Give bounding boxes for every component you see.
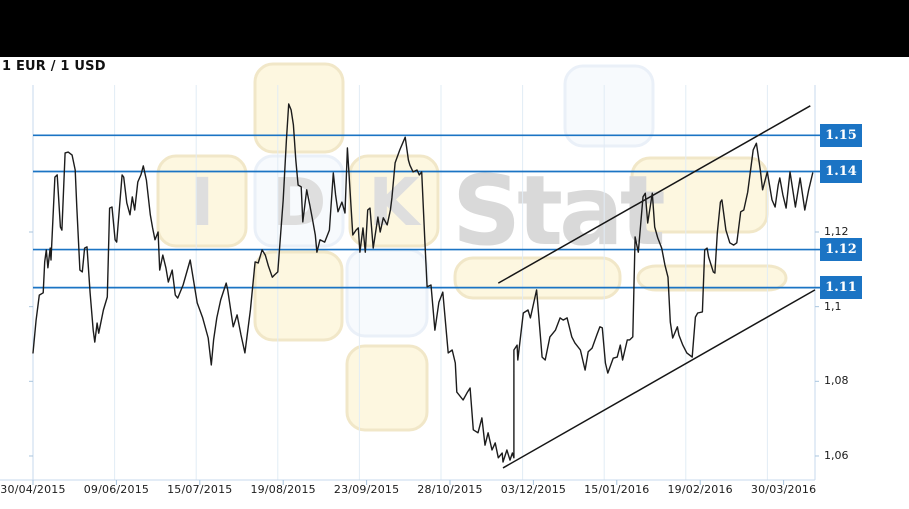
x-axis-date-label: 19/02/2016 [667, 483, 733, 496]
watermark-tile [253, 154, 345, 248]
top-black-bar [0, 0, 909, 57]
y-axis-tick-label: 1,06 [824, 448, 849, 462]
price-series-line [32, 103, 814, 463]
x-axis-date-label: 30/03/2016 [750, 483, 817, 496]
watermark-letter: D [272, 164, 327, 241]
watermark-letter: I [190, 164, 215, 241]
trend-line[interactable] [502, 289, 816, 469]
x-axis-date-label: 19/08/2015 [250, 483, 316, 496]
x-axis-date-label: 15/01/2016 [584, 483, 650, 496]
x-axis-date-label: 28/10/2015 [417, 483, 483, 496]
watermark-tile [253, 62, 345, 154]
watermark-tile [156, 154, 248, 248]
x-axis-date-label: 23/09/2015 [333, 483, 400, 496]
watermark-tile [253, 250, 344, 342]
watermark-letter: K [368, 164, 422, 241]
price-level-badge[interactable]: 1.11 [820, 276, 862, 300]
watermark-tile [563, 64, 655, 148]
price-level-badge[interactable]: 1.12 [820, 238, 862, 262]
price-level-badge[interactable]: 1.15 [820, 123, 862, 147]
x-axis-date-label: 03/12/2015 [500, 483, 567, 496]
x-axis-date-label: 09/06/2015 [83, 483, 150, 496]
watermark-tile [345, 344, 429, 432]
y-axis-tick-label: 1,12 [824, 225, 849, 238]
price-level-badge[interactable]: 1.14 [820, 160, 862, 184]
trend-line[interactable] [497, 105, 811, 284]
x-axis-date-label: 15/07/2015 [167, 483, 233, 496]
x-axis-date-label: 30/04/2015 [0, 483, 66, 496]
chart-title: 1 EUR / 1 USD [2, 59, 106, 74]
y-axis-tick-label: 1,1 [824, 299, 842, 313]
y-axis-tick-label: 1,08 [824, 374, 849, 388]
